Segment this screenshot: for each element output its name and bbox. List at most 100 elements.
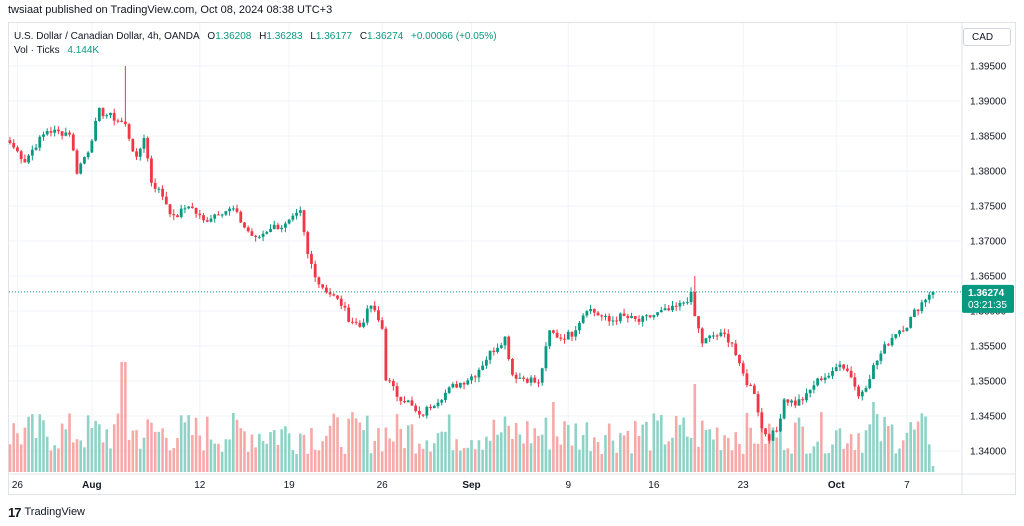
- candle-body: [708, 335, 712, 339]
- candle-body: [455, 383, 459, 388]
- candle-body: [388, 380, 392, 382]
- candle-body: [444, 392, 447, 401]
- volume-bar: [604, 435, 607, 472]
- volume-bar: [332, 413, 336, 472]
- volume-bar: [60, 423, 64, 472]
- symbol-label[interactable]: U.S. Dollar / Canadian Dollar, 4h, OANDA: [14, 31, 200, 42]
- price-tick-label: 1.34500: [970, 412, 1007, 423]
- volume-bar: [600, 453, 604, 472]
- volume-bar: [12, 423, 16, 472]
- volume-bar: [284, 426, 287, 472]
- candle-body: [507, 336, 511, 359]
- volume-bar: [339, 446, 343, 472]
- volume-bar: [853, 450, 857, 472]
- volume-bar: [380, 451, 384, 472]
- time-tick-label: 23: [738, 480, 750, 491]
- candle-body: [481, 365, 485, 370]
- volume-bar: [179, 415, 183, 472]
- candle-body: [689, 291, 693, 303]
- volume-bar: [246, 451, 250, 472]
- candle-body: [525, 378, 529, 383]
- volume-bar: [254, 447, 257, 472]
- volume-bar: [641, 424, 645, 472]
- candle-body: [738, 355, 741, 364]
- close-value: 1.36274: [367, 31, 404, 42]
- volume-bar: [42, 420, 45, 472]
- candle-body: [142, 138, 146, 149]
- volume-bar: [239, 428, 243, 472]
- volume-bar: [124, 362, 127, 472]
- candle-body: [328, 292, 332, 295]
- price-chart[interactable]: 1.39500 1.39000 1.38500 1.38000 1.37500 1.370…: [0, 0, 1024, 500]
- candle-body: [618, 313, 622, 322]
- currency-button[interactable]: CAD: [963, 28, 1011, 46]
- candle-body: [373, 305, 377, 311]
- candle-body: [857, 386, 860, 397]
- price-tick-label: 1.35500: [970, 342, 1007, 353]
- candle-body: [440, 400, 444, 403]
- volume-bar: [779, 418, 782, 472]
- volume-bar: [351, 412, 354, 472]
- volume-bar: [49, 450, 53, 472]
- candle-body: [49, 131, 53, 133]
- candle-body: [377, 310, 380, 321]
- volume-bar: [228, 439, 231, 472]
- volume-bar: [596, 442, 600, 472]
- volume-bar: [514, 422, 518, 472]
- volume-bar: [406, 425, 410, 472]
- candle-body: [734, 343, 738, 356]
- volume-bar: [142, 437, 146, 472]
- volume-bar: [764, 443, 767, 472]
- volume-bar: [429, 451, 432, 472]
- candle-body: [715, 335, 719, 337]
- candle-body: [306, 232, 310, 254]
- candle-body: [637, 318, 641, 322]
- candle-body: [499, 345, 503, 348]
- candle-body: [23, 159, 27, 163]
- candle-body: [745, 373, 749, 386]
- volume-bar: [298, 433, 302, 472]
- price-tick-label: 1.39000: [970, 97, 1007, 108]
- volume-bar: [890, 424, 894, 472]
- candle-body: [176, 215, 179, 218]
- volume-bar: [816, 441, 819, 472]
- candle-body: [630, 316, 633, 319]
- volume-bar: [220, 451, 224, 472]
- volume-bar: [224, 439, 228, 472]
- volume-bar: [656, 420, 659, 472]
- candle-body: [730, 342, 734, 344]
- candle-body: [395, 386, 399, 397]
- candle-body: [421, 414, 425, 416]
- volume-bar: [775, 437, 778, 472]
- candle-body: [626, 316, 630, 319]
- candle-body: [537, 382, 540, 384]
- volume-bar: [343, 453, 347, 472]
- candle-body: [86, 152, 90, 158]
- candle-body: [239, 211, 243, 223]
- candle-body: [551, 330, 555, 333]
- candle-body: [458, 382, 462, 388]
- candle-body: [276, 224, 280, 230]
- candle-body: [589, 309, 592, 312]
- candle-body: [693, 291, 697, 317]
- candle-body: [317, 277, 321, 285]
- volume-bar: [362, 430, 365, 472]
- candle-body: [90, 140, 94, 153]
- volume-bar: [913, 429, 916, 472]
- candle-body: [779, 418, 782, 432]
- volume-bar: [578, 449, 581, 472]
- volume-label[interactable]: Vol · Ticks: [14, 45, 60, 56]
- time-tick-label: 9: [565, 480, 571, 491]
- candle-body: [246, 227, 250, 232]
- volume-bar: [440, 431, 444, 472]
- candle-body: [775, 430, 779, 432]
- candle-body: [157, 188, 161, 190]
- candle-body: [447, 387, 451, 393]
- volume-bar: [105, 429, 109, 472]
- candle-body: [71, 134, 75, 151]
- candle-body: [544, 346, 548, 369]
- candle-body: [38, 136, 42, 148]
- volume-bar: [451, 450, 455, 472]
- volume-bar: [384, 427, 388, 472]
- candle-body: [648, 315, 652, 318]
